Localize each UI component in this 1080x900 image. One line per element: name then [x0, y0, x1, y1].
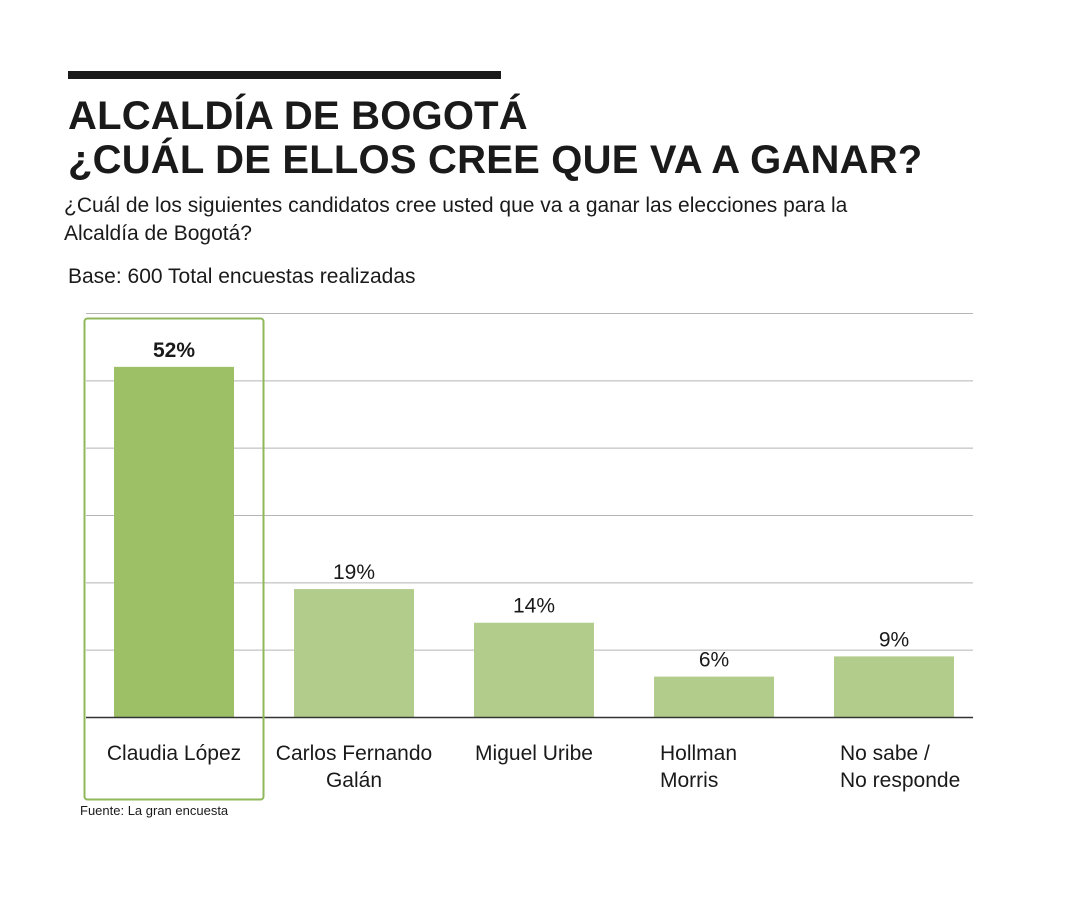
category-label: Carlos Fernando	[276, 742, 432, 765]
top-rule	[68, 71, 501, 79]
bar	[834, 656, 954, 717]
data-label: 6%	[699, 649, 729, 672]
data-label: 9%	[879, 628, 909, 651]
data-label: 14%	[513, 595, 555, 618]
bar	[294, 589, 414, 717]
category-label: Miguel Uribe	[475, 742, 593, 765]
source-note: Fuente: La gran encuesta	[80, 803, 229, 818]
category-label: Galán	[326, 769, 382, 792]
data-label: 19%	[333, 561, 375, 584]
category-label: Claudia López	[107, 742, 241, 765]
bar	[474, 622, 594, 717]
chart-title-line1: ALCALDÍA DE BOGOTÁ	[68, 94, 528, 138]
category-label: Hollman	[660, 742, 737, 765]
category-label: No sabe /	[840, 742, 930, 765]
category-label: Morris	[660, 769, 718, 792]
bar	[654, 676, 774, 717]
chart-subtitle: ¿Cuál de los siguientes candidatos cree …	[64, 194, 848, 245]
highlight-box	[83, 317, 265, 801]
data-label: 52%	[153, 339, 195, 362]
category-label: No responde	[840, 769, 960, 792]
sample-base-note: Base: 600 Total encuestas realizadas	[68, 265, 416, 288]
bar	[114, 366, 234, 717]
chart-title-line2: ¿CUÁL DE ELLOS CREE QUE VA A GANAR?	[68, 138, 923, 182]
